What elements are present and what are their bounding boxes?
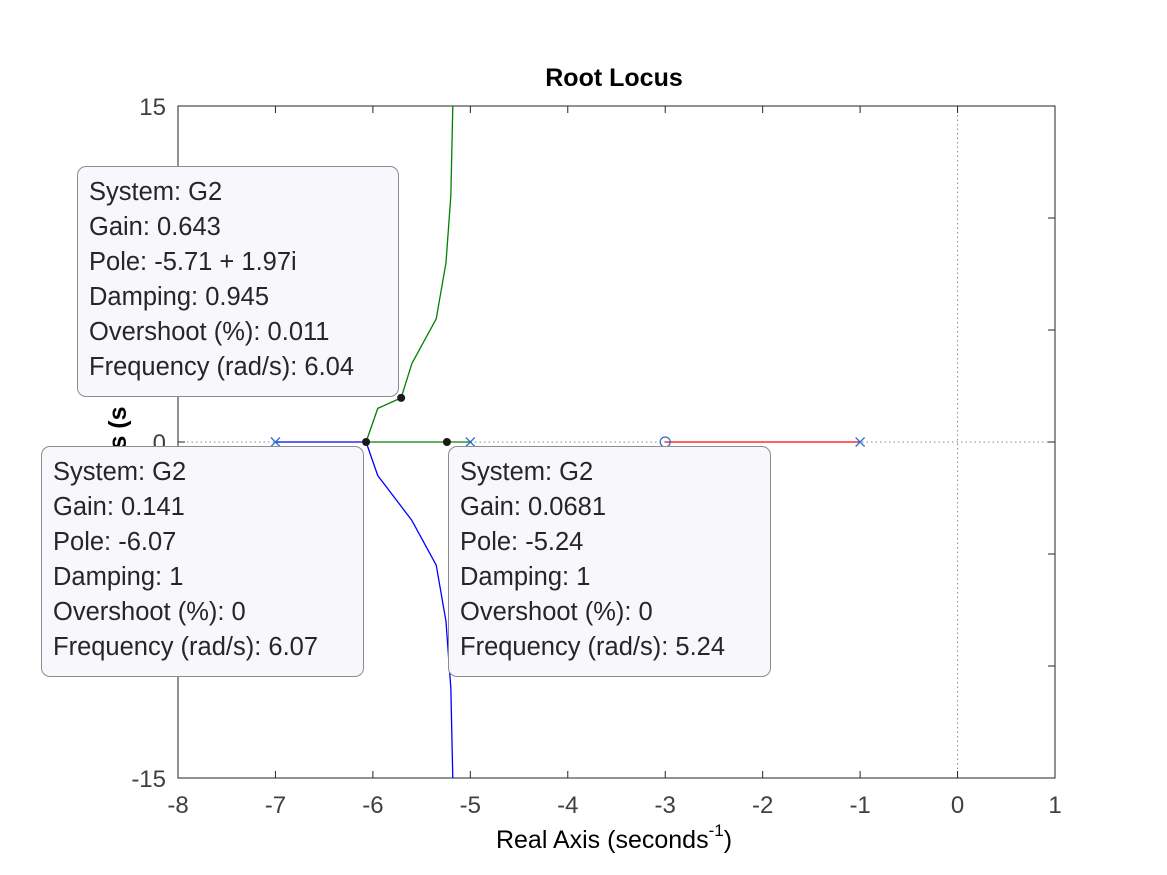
datatip-damping: Damping: 1 — [460, 563, 591, 591]
datatip-damping: Damping: 1 — [53, 563, 184, 591]
x-tick-label: -7 — [265, 792, 286, 819]
x-axis-label-exponent: -1 — [709, 821, 724, 840]
datatip-system: System: G2 — [89, 178, 223, 206]
x-axis-ticks: -8 -7 -6 -5 -4 -3 -2 -1 0 1 — [167, 106, 1062, 819]
locus-branches — [275, 105, 861, 779]
y-axis-label: s (s — [104, 406, 132, 449]
x-axis-label-main: Real Axis (seconds — [496, 826, 709, 854]
datatip-gain: Gain: 0.0681 — [460, 493, 607, 521]
y-tick-label: -15 — [131, 766, 166, 793]
datatip-frequency: Frequency (rad/s): 5.24 — [460, 633, 726, 661]
datatip-points — [362, 393, 451, 446]
x-tick-label: -6 — [362, 792, 383, 819]
datatip-pole: Pole: -5.24 — [460, 528, 584, 556]
chart-title: Root Locus — [545, 64, 683, 92]
datatip-lower-right[interactable]: System: G2 Gain: 0.0681 Pole: -5.24 Damp… — [448, 446, 771, 677]
datatip-gain: Gain: 0.141 — [53, 493, 185, 521]
datatip-lower-left[interactable]: System: G2 Gain: 0.141 Pole: -6.07 Dampi… — [41, 446, 364, 677]
locus-branch-2 — [365, 105, 471, 443]
pole-stroke — [270, 437, 281, 447]
pole-stroke — [465, 437, 476, 447]
datatip-gain: Gain: 0.643 — [89, 213, 221, 241]
locus-branch-1 — [275, 441, 454, 779]
x-tick-label: -1 — [849, 792, 870, 819]
datatip-frequency: Frequency (rad/s): 6.07 — [53, 633, 319, 661]
datatip-point — [362, 438, 371, 446]
datatip-upper[interactable]: System: G2 Gain: 0.643 Pole: -5.71 + 1.9… — [77, 166, 399, 397]
pole-marker — [465, 437, 476, 447]
datatip-system: System: G2 — [460, 458, 594, 486]
datatip-pole: Pole: -6.07 — [53, 528, 177, 556]
datatip-pole: Pole: -5.71 + 1.97i — [89, 248, 297, 276]
pole-stroke — [855, 437, 866, 447]
datatip-system: System: G2 — [53, 458, 187, 486]
pole-marker — [270, 437, 281, 447]
datatip-point — [442, 438, 451, 446]
x-axis-label-close: ) — [724, 826, 732, 854]
x-tick-label: -3 — [655, 792, 676, 819]
x-axis-label: Real Axis (seconds-1) — [496, 821, 732, 854]
x-tick-label: 1 — [1048, 792, 1061, 819]
x-tick-label: 0 — [951, 792, 964, 819]
datatip-point — [397, 393, 406, 402]
x-tick-label: -4 — [557, 792, 578, 819]
x-tick-label: -8 — [167, 792, 188, 819]
datatip-overshoot: Overshoot (%): 0.011 — [89, 318, 330, 346]
x-tick-label: -5 — [460, 792, 481, 819]
pole-marker — [855, 437, 866, 447]
y-tick-label: 15 — [139, 94, 166, 121]
datatip-overshoot: Overshoot (%): 0 — [53, 598, 246, 626]
datatip-frequency: Frequency (rad/s): 6.04 — [89, 353, 355, 381]
datatip-overshoot: Overshoot (%): 0 — [460, 598, 653, 626]
x-tick-label: -2 — [752, 792, 773, 819]
datatip-damping: Damping: 0.945 — [89, 283, 270, 311]
